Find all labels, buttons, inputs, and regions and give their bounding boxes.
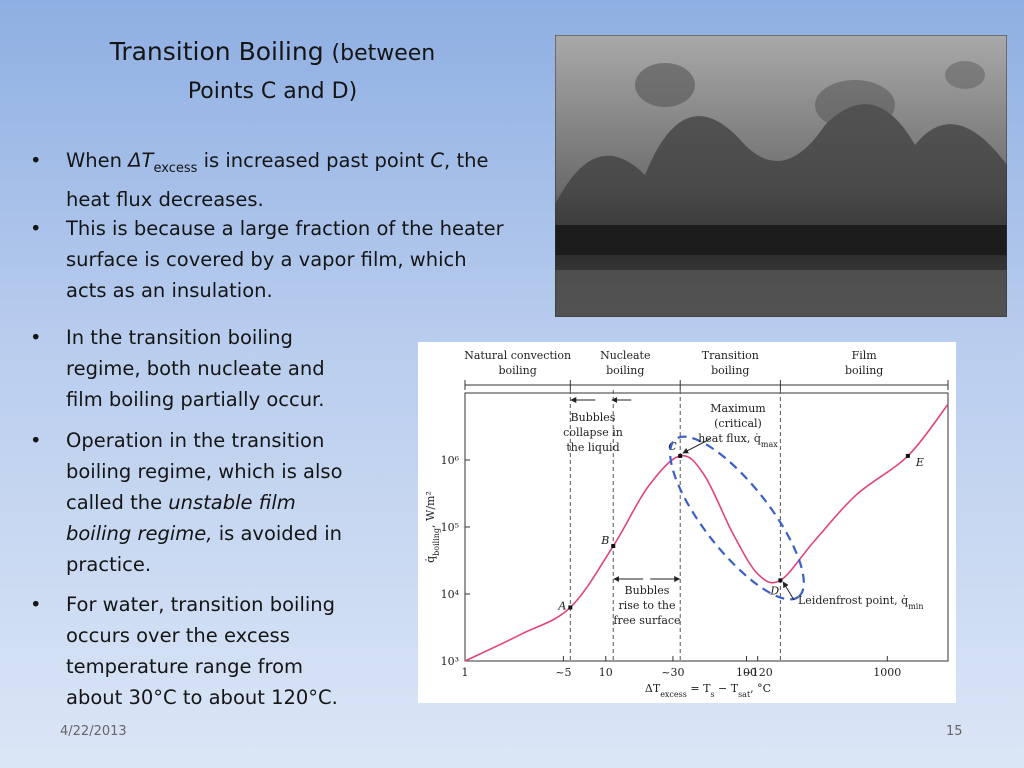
date: 4/22/2013 bbox=[60, 724, 127, 739]
page-number: 15 bbox=[946, 724, 963, 739]
point-marker bbox=[678, 453, 683, 458]
point-marker bbox=[778, 578, 783, 583]
regime-label: Natural convection bbox=[464, 349, 571, 362]
regime-label: Transition bbox=[702, 349, 759, 362]
text-part: (critical) bbox=[714, 417, 762, 430]
subscript: s bbox=[710, 690, 714, 699]
text-part: ΔT bbox=[645, 682, 661, 695]
regime-label: boiling bbox=[498, 364, 536, 377]
x-tick-label: 1000 bbox=[873, 666, 901, 679]
subscript: min bbox=[908, 602, 923, 611]
text-part: Bubbles bbox=[625, 584, 670, 597]
x-tick-label: 10 bbox=[599, 666, 613, 679]
y-tick-label: 10⁶ bbox=[441, 454, 460, 467]
label: (critical) bbox=[714, 417, 762, 430]
point-marker bbox=[611, 544, 616, 549]
text: is avoided in practice. bbox=[66, 522, 343, 576]
text: For water, transition boiling occurs ove… bbox=[66, 593, 338, 709]
point-marker bbox=[568, 605, 573, 610]
label: the liquid bbox=[566, 441, 619, 454]
x-tick-label: 100 bbox=[736, 666, 757, 679]
boiling-curve bbox=[464, 403, 949, 662]
label: collapse in bbox=[563, 426, 623, 439]
point-label: D bbox=[769, 584, 779, 597]
text: excess bbox=[153, 160, 198, 176]
regime-label: Film bbox=[852, 349, 878, 362]
highlight-ellipse bbox=[669, 435, 805, 601]
text-part: the liquid bbox=[566, 441, 619, 454]
x-tick-label: 1 bbox=[462, 666, 469, 679]
subscript: excess bbox=[660, 690, 687, 699]
text: Operation in the transition boiling regi… bbox=[66, 429, 343, 514]
text-part: , W/m² bbox=[424, 491, 437, 528]
point-label: C bbox=[668, 440, 677, 453]
title-text: Transition Boiling bbox=[109, 37, 324, 66]
text: In the transition boiling regime, both n… bbox=[66, 326, 325, 411]
text-part: , °C bbox=[750, 682, 771, 695]
label: Leidenfrost point, q̇min bbox=[798, 594, 924, 611]
text: unstable film boiling regime, bbox=[66, 491, 296, 545]
label: ΔTexcess = Ts − Tsat, °C bbox=[645, 682, 771, 699]
point-label: B bbox=[600, 534, 609, 547]
point-marker bbox=[905, 453, 910, 458]
text-part: collapse in bbox=[563, 426, 623, 439]
x-tick-label: ~5 bbox=[555, 666, 571, 679]
text: , the heat flux decreases. bbox=[66, 149, 489, 211]
label: free surface bbox=[613, 614, 680, 627]
regime-label: boiling bbox=[845, 364, 883, 377]
text-part: q̇ bbox=[424, 556, 437, 563]
y-tick-label: 10⁵ bbox=[441, 521, 459, 534]
label: Maximum bbox=[710, 402, 766, 415]
slide-title: Transition Boiling (between Points C and… bbox=[80, 34, 465, 110]
text-part: Leidenfrost point, q̇ bbox=[798, 594, 908, 607]
arrow bbox=[682, 438, 711, 454]
text-part: Bubbles bbox=[571, 411, 616, 424]
y-tick-label: 10³ bbox=[441, 655, 459, 668]
arrow bbox=[782, 581, 795, 601]
regime-label: boiling bbox=[711, 364, 749, 377]
text: When bbox=[66, 149, 129, 172]
y-tick-label: 10⁴ bbox=[441, 588, 460, 601]
text-part: heat flux, q̇ bbox=[698, 432, 761, 445]
text-part: Maximum bbox=[710, 402, 766, 415]
title-suffix: (between Points C and D) bbox=[187, 41, 436, 104]
x-tick-label: ~120 bbox=[743, 666, 773, 679]
subscript: sat bbox=[738, 690, 751, 699]
text-part: = T bbox=[687, 682, 711, 695]
regime-label: Nucleate bbox=[600, 349, 650, 362]
subscript: boiling bbox=[432, 528, 441, 556]
boiling-photo bbox=[555, 35, 1007, 317]
subscript: max bbox=[761, 440, 778, 449]
text: is increased past point bbox=[197, 149, 431, 172]
regime-label: boiling bbox=[606, 364, 644, 377]
label: rise to the bbox=[619, 599, 676, 612]
label: heat flux, q̇max bbox=[698, 432, 778, 449]
text: C bbox=[430, 149, 445, 172]
label: Bubbles bbox=[571, 411, 616, 424]
text: This is because a large fraction of the … bbox=[66, 217, 504, 302]
label: q̇boiling, W/m² bbox=[424, 491, 441, 563]
boiling-curve-figure: Natural convection boiling Nucleate boiling… bbox=[418, 342, 956, 703]
label: Bubbles bbox=[625, 584, 670, 597]
x-tick-label: ~30 bbox=[661, 666, 684, 679]
point-label: A bbox=[557, 599, 566, 612]
text: ΔT bbox=[128, 149, 154, 172]
text-part: − T bbox=[715, 682, 739, 695]
text-part: rise to the bbox=[619, 599, 676, 612]
text-part: free surface bbox=[613, 614, 680, 627]
point-label: E bbox=[915, 456, 924, 469]
